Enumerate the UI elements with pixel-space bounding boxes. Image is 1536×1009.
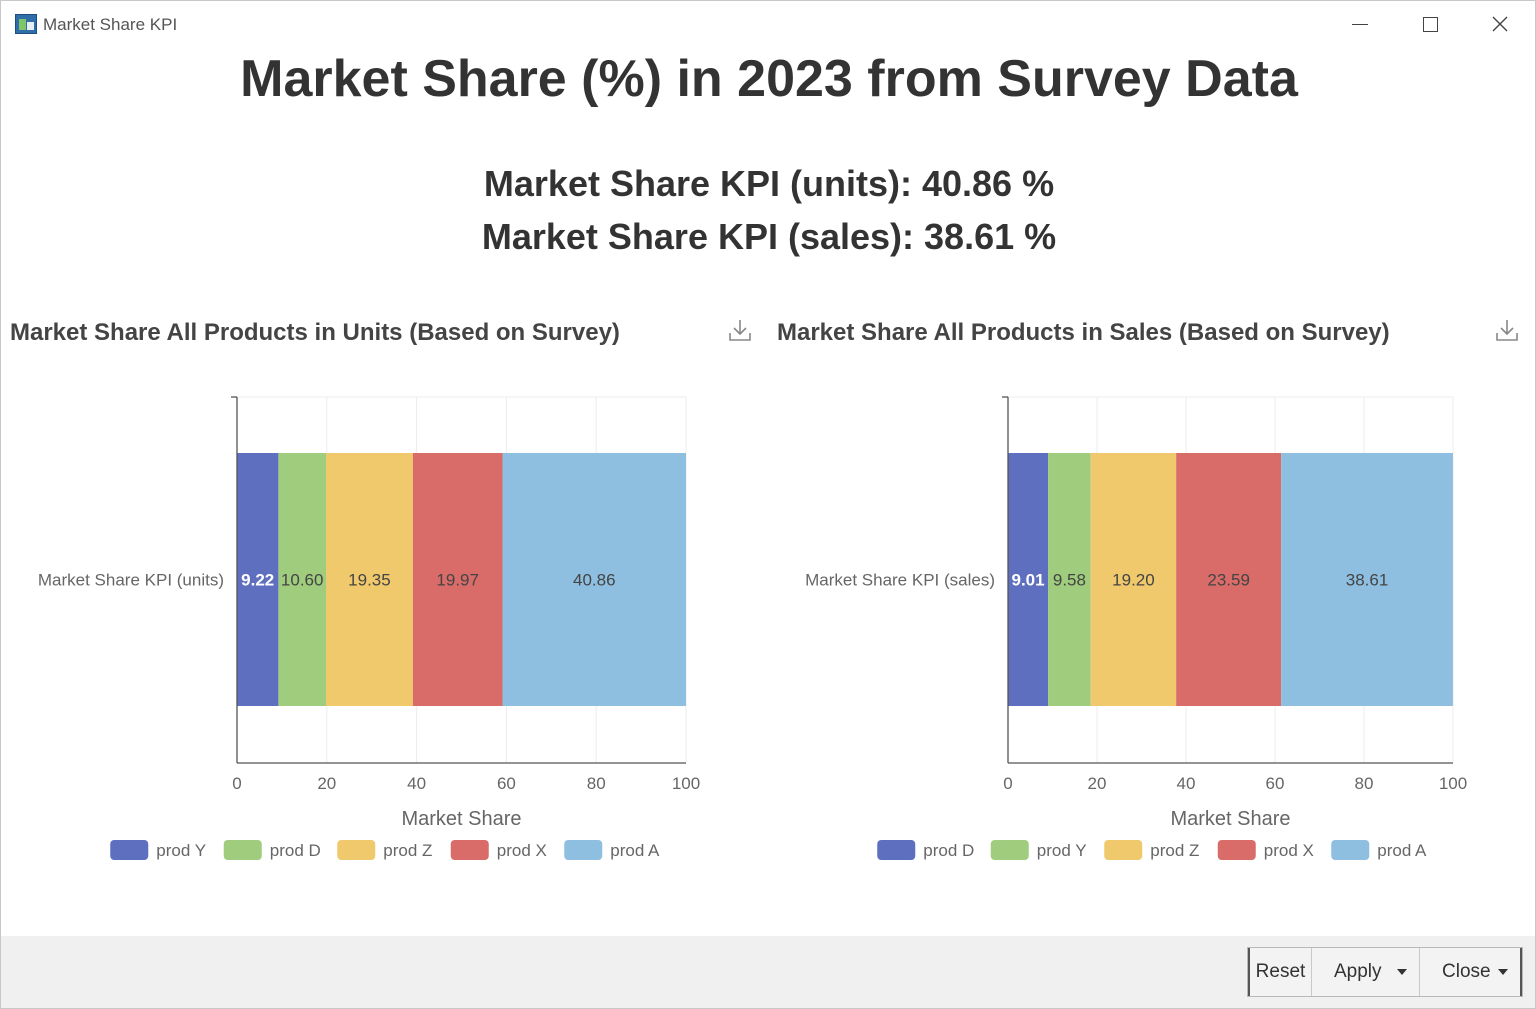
legend-swatch	[337, 840, 376, 860]
x-axis-title: Market Share	[1170, 808, 1290, 830]
bar-segment	[1048, 453, 1091, 706]
legend-label: prod X	[1264, 841, 1314, 860]
close-window-button[interactable]	[1465, 1, 1535, 47]
legend-label: prod A	[1377, 841, 1427, 860]
legend-swatch	[110, 840, 149, 860]
title-bar: Market Share KPI	[1, 1, 1535, 47]
minimize-icon	[1352, 23, 1368, 25]
category-label: Market Share KPI (sales)	[805, 571, 995, 590]
apply-button[interactable]: Apply	[1312, 948, 1420, 996]
download-icon[interactable]	[1494, 317, 1520, 343]
download-icon[interactable]	[727, 317, 753, 343]
legend-label: prod D	[270, 841, 321, 860]
apply-button-label: Apply	[1334, 961, 1382, 982]
bar-segment	[1090, 453, 1177, 706]
kpi-units-text: Market Share KPI (units): 40.86 %	[483, 163, 1055, 204]
data-label: 9.58	[1053, 571, 1086, 590]
x-tick-label: 20	[317, 774, 336, 793]
legend-label: prod Y	[156, 841, 206, 860]
x-tick-label: 80	[587, 774, 606, 793]
chart-sales-title: Market Share All Products in Sales (Base…	[777, 319, 1390, 346]
data-label: 10.60	[281, 571, 324, 590]
footer-button-group: Reset Apply Close	[1247, 947, 1523, 997]
legend-label: prod X	[497, 841, 547, 860]
x-tick-label: 40	[1177, 774, 1196, 793]
legend-swatch	[1331, 840, 1370, 860]
bar-segment	[1008, 453, 1049, 706]
data-label: 40.86	[573, 571, 616, 590]
reset-button[interactable]: Reset	[1248, 948, 1312, 996]
bar-segment	[325, 453, 413, 706]
x-tick-label: 100	[1439, 774, 1467, 793]
kpi-sales-text: Market Share KPI (sales): 38.61 %	[481, 216, 1057, 257]
data-label: 19.35	[348, 571, 391, 590]
legend-swatch	[1217, 840, 1256, 860]
maximize-icon	[1422, 16, 1438, 32]
x-tick-label: 60	[1266, 774, 1285, 793]
chevron-down-icon[interactable]	[1397, 969, 1407, 975]
legend-label: prod A	[610, 841, 660, 860]
legend-label: prod Z	[1150, 841, 1199, 860]
category-label: Market Share KPI (units)	[38, 571, 224, 590]
x-tick-label: 20	[1088, 774, 1107, 793]
x-tick-label: 100	[672, 774, 700, 793]
x-axis-title: Market Share	[401, 808, 521, 830]
data-label: 19.20	[1112, 571, 1155, 590]
legend-swatch	[877, 840, 916, 860]
close-button[interactable]: Close	[1420, 948, 1522, 996]
page-title: Market Share (%) in 2023 from Survey Dat…	[240, 50, 1298, 108]
legend-label: prod Z	[383, 841, 432, 860]
legend-swatch	[1104, 840, 1143, 860]
x-tick-label: 60	[497, 774, 516, 793]
x-tick-label: 40	[407, 774, 426, 793]
maximize-button[interactable]	[1395, 1, 1465, 47]
bar-segment	[1176, 453, 1282, 706]
chevron-down-icon[interactable]	[1498, 969, 1508, 975]
data-label: 19.97	[436, 571, 479, 590]
legend-swatch	[223, 840, 262, 860]
data-label: 9.01	[1012, 571, 1045, 590]
data-label: 9.22	[241, 571, 274, 590]
data-label: 23.59	[1207, 571, 1250, 590]
x-tick-label: 80	[1355, 774, 1374, 793]
legend-swatch	[450, 840, 489, 860]
minimize-button[interactable]	[1325, 1, 1395, 47]
x-tick-label: 0	[1003, 774, 1012, 793]
bar-segment	[237, 453, 279, 706]
window-title: Market Share KPI	[43, 15, 178, 34]
bar-segment	[1281, 453, 1453, 706]
legend-swatch	[564, 840, 603, 860]
legend-label: prod D	[923, 841, 974, 860]
close-button-label: Close	[1442, 961, 1491, 982]
chart-units-title: Market Share All Products in Units (Base…	[10, 319, 620, 346]
app-chart-icon	[15, 14, 37, 34]
bar-segment	[412, 453, 503, 706]
close-icon	[1492, 16, 1508, 32]
bar-segment	[278, 453, 326, 706]
x-tick-label: 0	[232, 774, 241, 793]
legend-swatch	[990, 840, 1029, 860]
legend-label: prod Y	[1037, 841, 1087, 860]
data-label: 38.61	[1346, 571, 1389, 590]
charts-canvas: 9.22 10.60 19.35 19.97 40.86 0 20 40 60 80 100 Mark…	[38, 396, 1467, 860]
bar-segment	[502, 453, 686, 706]
